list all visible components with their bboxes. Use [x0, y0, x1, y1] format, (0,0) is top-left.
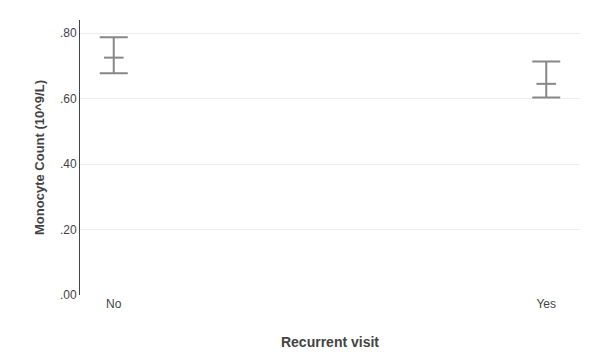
- svg-text:Recurrent visit: Recurrent visit: [281, 334, 379, 350]
- svg-text:.60: .60: [60, 92, 77, 106]
- svg-text:.80: .80: [60, 26, 77, 40]
- svg-text:No: No: [106, 297, 122, 311]
- svg-text:.40: .40: [60, 157, 77, 171]
- svg-text:Yes: Yes: [536, 297, 556, 311]
- svg-text:Monocyte Count (10^9/L): Monocyte Count (10^9/L): [32, 80, 47, 235]
- svg-text:.20: .20: [60, 223, 77, 237]
- svg-text:.00: .00: [60, 288, 77, 302]
